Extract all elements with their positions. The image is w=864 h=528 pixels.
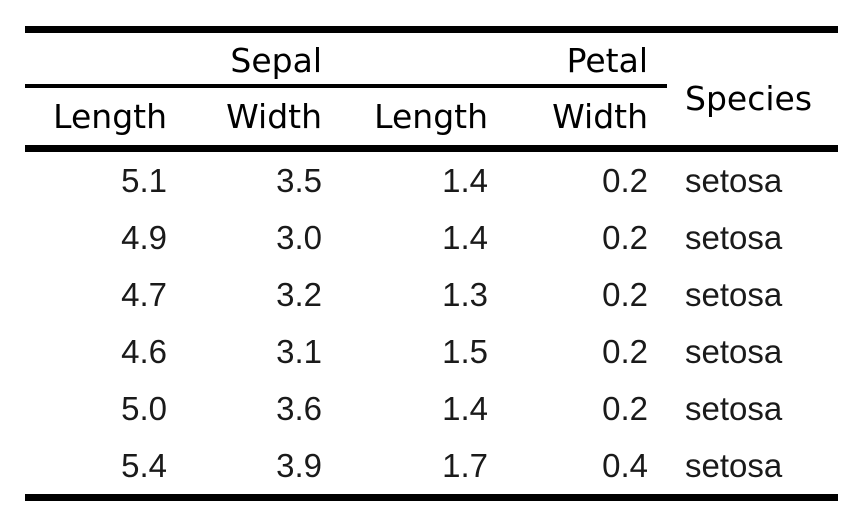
cell-petal-width: 0.4 [488, 437, 649, 501]
cell-sepal-length: 4.6 [121, 332, 167, 370]
cell-petal-length: 1.7 [322, 437, 488, 501]
cell-species: setosa [648, 437, 839, 501]
table-row: 4.6 3.1 1.5 0.2 setosa [25, 323, 838, 380]
iris-data-table: Sepal Petal Species Length Width Length … [25, 26, 839, 501]
cell-sepal-width: 3.2 [276, 275, 322, 313]
spanner-underline-rule [25, 84, 667, 88]
table-header: Sepal Petal Species Length Width Length … [25, 26, 839, 149]
cell-sepal-length: 5.4 [25, 437, 167, 501]
column-header-species: Species [648, 26, 839, 149]
cell-sepal-length: 4.7 [121, 275, 167, 313]
column-header-sepal-length: Length [53, 96, 167, 136]
spanner-sepal: Sepal [25, 26, 322, 87]
column-header-petal-width: Width [552, 96, 649, 136]
column-header-sepal-width: Width [226, 96, 322, 136]
table-row: 5.4 3.9 1.7 0.4 setosa [25, 437, 839, 501]
cell-sepal-length: 5.1 [25, 145, 167, 209]
cell-species: setosa [685, 275, 783, 313]
cell-species: setosa [648, 145, 839, 209]
cell-species: setosa [685, 332, 783, 370]
column-header-petal-length: Length [374, 96, 488, 136]
cell-sepal-width: 3.0 [276, 218, 322, 256]
cell-sepal-width: 3.5 [167, 145, 322, 209]
cell-species: setosa [685, 218, 783, 256]
cell-sepal-length: 5.0 [121, 389, 167, 427]
cell-petal-width: 0.2 [602, 275, 649, 313]
subheader-row: Length Width Length Width [25, 87, 838, 149]
cell-petal-length: 1.5 [442, 332, 488, 370]
table-row: 4.7 3.2 1.3 0.2 setosa [25, 266, 838, 323]
cell-sepal-width: 3.1 [276, 332, 322, 370]
cell-petal-width: 0.2 [488, 145, 649, 209]
spanner-row: Sepal Petal Species [25, 26, 839, 149]
cell-sepal-width: 3.9 [167, 437, 322, 501]
table-row: 5.0 3.6 1.4 0.2 setosa [25, 380, 838, 437]
cell-petal-length: 1.4 [322, 145, 488, 209]
cell-sepal-length: 4.9 [121, 218, 167, 256]
cell-petal-width: 0.2 [602, 332, 649, 370]
cell-petal-length: 1.4 [442, 218, 488, 256]
cell-species: setosa [685, 389, 783, 427]
cell-petal-width: 0.2 [602, 218, 649, 256]
table-body: 5.1 3.5 1.4 0.2 setosa 4.9 3.0 1.4 0.2 s… [25, 145, 839, 501]
table-row: 4.9 3.0 1.4 0.2 setosa [25, 209, 838, 266]
spanner-petal: Petal [322, 26, 649, 87]
cell-petal-length: 1.3 [442, 275, 488, 313]
table-row: 5.1 3.5 1.4 0.2 setosa [25, 145, 839, 209]
cell-sepal-width: 3.6 [276, 389, 322, 427]
cell-petal-width: 0.2 [602, 389, 649, 427]
cell-petal-length: 1.4 [442, 389, 488, 427]
